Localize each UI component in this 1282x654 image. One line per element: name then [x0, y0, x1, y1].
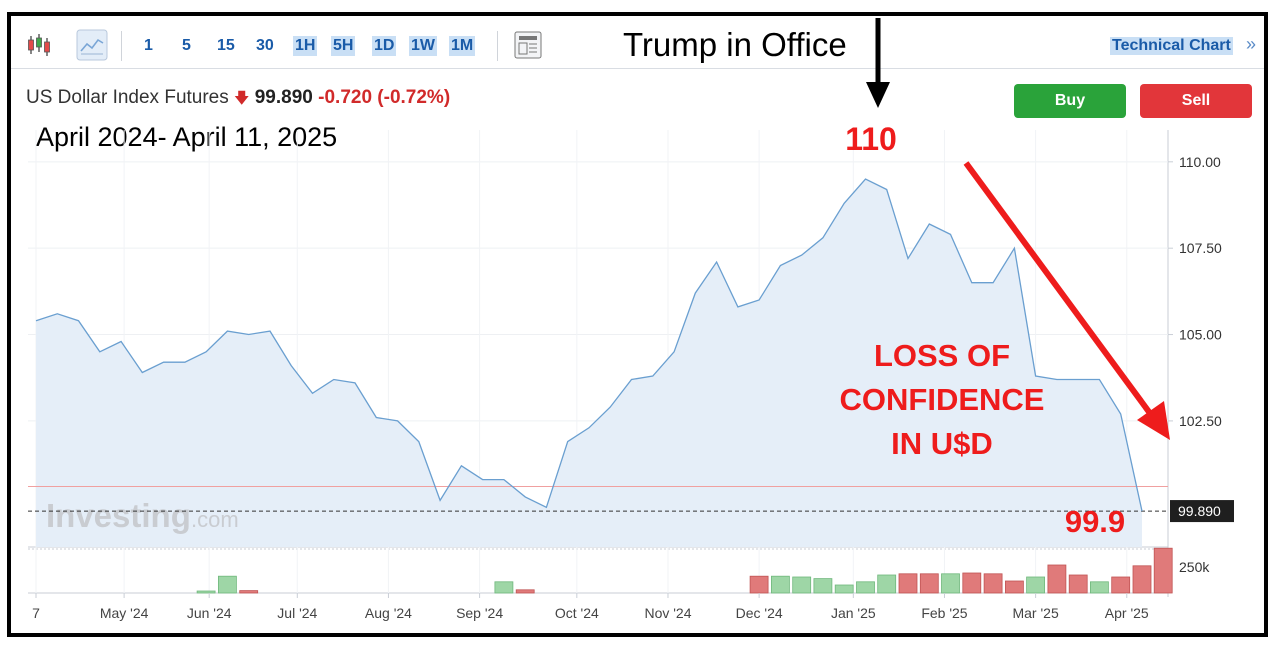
volume-bar: [1111, 576, 1131, 594]
last-value-annotation: 99.9: [1065, 504, 1125, 539]
layout-icon[interactable]: [514, 31, 542, 61]
volume-bar: [983, 573, 1003, 594]
instrument-header: US Dollar Index Futures 🡇 99.890 -0.720 …: [26, 87, 450, 113]
y-tick-label: 105.00: [1179, 327, 1222, 343]
last-price-tag: [1170, 500, 1234, 523]
more-chevron-icon[interactable]: »: [1246, 34, 1257, 54]
last-price-label: 99.890: [1178, 503, 1221, 519]
timeframe-5h[interactable]: 5H: [331, 36, 356, 56]
price-line: [35, 178, 1143, 512]
x-tick-label: Nov '24: [644, 605, 691, 621]
timeframe-30[interactable]: 30: [256, 37, 274, 54]
volume-bar: [1068, 574, 1088, 594]
volume-bar: [494, 581, 514, 594]
volume-bar: [1047, 564, 1067, 594]
technical-chart-link[interactable]: Technical Chart: [1110, 37, 1233, 55]
toolbar-separator: [121, 31, 122, 61]
timeframe-1h[interactable]: 1H: [293, 36, 318, 56]
volume-bar: [834, 584, 854, 594]
candlestick-icon[interactable]: [26, 30, 52, 60]
buy-button[interactable]: Buy: [1014, 84, 1126, 118]
red-arrow-shaft: [963, 161, 1155, 418]
volume-bar: [813, 578, 833, 594]
black-arrow-head: [866, 82, 890, 108]
timeframe-1[interactable]: 1: [144, 37, 153, 54]
volume-bar: [196, 590, 216, 594]
x-tick-label: Feb '25: [921, 605, 967, 621]
volume-axis-label: 250k: [1179, 559, 1210, 575]
timeframe-15[interactable]: 15: [217, 37, 235, 54]
x-tick-label: Aug '24: [365, 605, 412, 621]
volume-bar: [962, 572, 982, 594]
x-tick-label: Jul '24: [277, 605, 317, 621]
loss-of-confidence-annotation: LOSS OF: [874, 338, 1010, 373]
x-tick-label: Jun '24: [187, 605, 232, 621]
timeframe-5[interactable]: 5: [182, 37, 191, 54]
price-area: [36, 179, 1142, 547]
volume-bar: [1026, 576, 1045, 594]
volume-bar: [1153, 547, 1173, 594]
volume-bar: [239, 590, 259, 594]
y-tick-label: 110.00: [1179, 154, 1221, 170]
instrument-name: US Dollar Index Futures: [26, 87, 229, 108]
y-tick-label: 102.50: [1179, 413, 1222, 429]
volume-bar: [919, 573, 939, 594]
y-tick-label: 107.50: [1179, 240, 1222, 256]
x-tick-label: Apr '25: [1105, 605, 1149, 621]
timeframe-1d[interactable]: 1D: [372, 36, 397, 56]
x-tick-label: Sep '24: [456, 605, 503, 621]
instrument-price: 99.890: [254, 87, 313, 108]
loss-of-confidence-annotation: CONFIDENCE: [840, 382, 1045, 417]
x-tick-label: May '24: [100, 605, 149, 621]
sell-button[interactable]: Sell: [1140, 84, 1252, 118]
arrow-down-icon: 🡇: [234, 90, 250, 107]
x-tick-label: Mar '25: [1012, 605, 1058, 621]
x-tick-label: Oct '24: [555, 605, 599, 621]
timeframe-1m[interactable]: 1M: [449, 36, 476, 56]
volume-bar: [515, 589, 535, 594]
peak-annotation: 110: [845, 121, 897, 157]
volume-bar: [771, 575, 790, 594]
period-label: April 2024- April 11, 2025: [36, 122, 338, 152]
volume-bar: [1005, 580, 1024, 594]
investing-watermark: Investing: [46, 497, 191, 534]
x-tick-label: 7: [32, 605, 40, 621]
volume-bar: [856, 581, 875, 594]
red-arrow-head: [1137, 401, 1170, 440]
loss-of-confidence-annotation: IN U$D: [891, 426, 993, 461]
volume-bar: [792, 576, 812, 594]
chart-toolbar: [11, 16, 1264, 69]
volume-bar: [877, 574, 897, 594]
timeframe-1w[interactable]: 1W: [409, 36, 437, 56]
x-tick-label: Dec '24: [736, 605, 783, 621]
trump-in-office-annotation: Trump in Office: [623, 26, 847, 63]
toolbar-separator: [497, 31, 498, 61]
instrument-change-percent: (-0.72%): [377, 87, 451, 108]
instrument-change: -0.720: [318, 87, 373, 108]
volume-bar: [941, 573, 960, 594]
volume-bar: [1090, 581, 1109, 594]
volume-bar: [749, 575, 769, 594]
volume-bar: [217, 575, 237, 594]
volume-bar: [898, 573, 918, 594]
volume-bar: [1132, 565, 1152, 594]
x-tick-label: Jan '25: [831, 605, 876, 621]
area-chart-icon[interactable]: [76, 29, 108, 61]
